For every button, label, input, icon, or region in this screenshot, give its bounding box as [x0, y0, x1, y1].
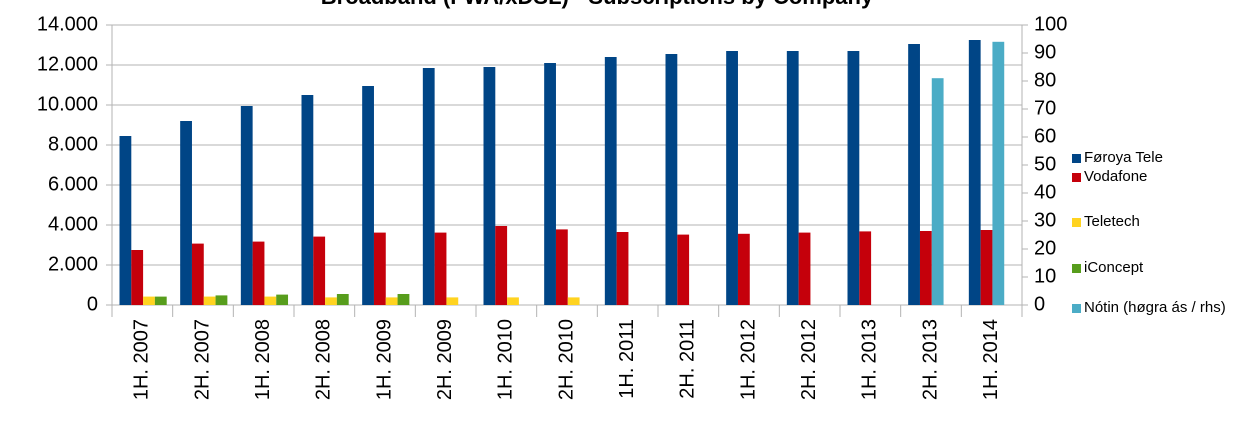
y-tick-label: 12.000: [37, 53, 98, 75]
bar: [980, 230, 993, 305]
y2-tick-label: 20: [1034, 237, 1056, 259]
bar: [313, 236, 326, 305]
bar: [191, 243, 204, 305]
y2-tick-label: 40: [1034, 181, 1056, 203]
bar: [567, 297, 580, 305]
legend-item: iConcept: [1072, 259, 1237, 277]
legend-swatch: [1072, 173, 1081, 182]
bar: [276, 294, 289, 305]
legend-item: Nótin (høgra ás / rhs): [1072, 299, 1237, 317]
bar: [483, 67, 496, 305]
y-tick-label: 2.000: [48, 253, 98, 275]
bar: [336, 294, 349, 305]
y2-tick-label: 10: [1034, 265, 1056, 287]
bar: [555, 229, 568, 305]
x-tick-label: 2H. 2011: [677, 319, 699, 399]
legend-item: Vodafone: [1072, 168, 1237, 186]
bar: [992, 41, 1005, 306]
bar: [215, 295, 228, 305]
bar: [859, 231, 872, 305]
bar: [544, 63, 556, 305]
bar: [931, 78, 944, 305]
bar: [252, 241, 265, 305]
y-tick-label: 0: [87, 293, 98, 315]
bar: [434, 232, 447, 305]
bar: [264, 296, 277, 305]
y-tick-label: 8.000: [48, 133, 98, 155]
bar: [968, 40, 981, 305]
y-tick-label: 14.000: [37, 13, 98, 35]
bar: [180, 121, 192, 305]
bar: [495, 226, 508, 305]
bar: [131, 250, 144, 305]
bar: [919, 231, 932, 305]
legend-label: Nótin (høgra ás / rhs): [1084, 299, 1226, 316]
legend-swatch: [1072, 264, 1081, 273]
bar: [397, 294, 410, 305]
x-tick-label: 2H. 2012: [798, 319, 820, 400]
bar: [726, 51, 738, 305]
bar: [301, 95, 314, 305]
x-tick-label: 2H. 2007: [191, 319, 213, 400]
bar: [240, 106, 253, 305]
y2-tick-label: 60: [1034, 125, 1056, 147]
chart-title: Broadband (FWA/xDSL) - Subscriptions by …: [321, 0, 874, 9]
legend-label: Føroya Tele: [1084, 149, 1163, 166]
bar: [143, 296, 155, 305]
bar: [737, 233, 750, 305]
bar: [665, 54, 678, 305]
legend-swatch: [1072, 304, 1081, 313]
legend-item: Føroya Tele: [1072, 149, 1237, 167]
x-tick-label: 2H. 2008: [313, 319, 335, 400]
bar: [798, 232, 811, 305]
y2-tick-label: 100: [1034, 13, 1067, 35]
legend-item: Teletech: [1072, 213, 1237, 231]
x-tick-label: 1H. 2009: [373, 319, 395, 400]
y-tick-label: 4.000: [48, 213, 98, 235]
x-tick-label: 1H. 2011: [616, 319, 638, 399]
bar: [616, 232, 629, 305]
x-tick-label: 1H. 2013: [859, 319, 881, 400]
bar: [786, 51, 799, 305]
bar: [847, 51, 860, 305]
bar: [362, 86, 374, 305]
y-tick-label: 6.000: [48, 173, 98, 195]
y2-tick-label: 80: [1034, 69, 1056, 91]
bar: [385, 297, 398, 305]
x-tick-label: 2H. 2013: [919, 319, 941, 400]
bar: [677, 234, 690, 305]
x-tick-label: 1H. 2010: [495, 319, 517, 400]
y2-tick-label: 70: [1034, 97, 1056, 119]
bar: [373, 232, 386, 305]
bar: [507, 297, 519, 305]
legend-label: iConcept: [1084, 259, 1144, 276]
x-tick-label: 1H. 2007: [131, 319, 153, 400]
y2-tick-label: 30: [1034, 209, 1056, 231]
x-tick-label: 2H. 2010: [555, 319, 577, 400]
legend-label: Teletech: [1084, 213, 1140, 230]
x-tick-label: 1H. 2012: [737, 319, 759, 400]
bar: [325, 297, 337, 305]
bar: [203, 296, 216, 305]
y-tick-label: 10.000: [37, 93, 98, 115]
bar: [422, 68, 435, 305]
y2-tick-label: 0: [1034, 293, 1045, 315]
x-tick-label: 2H. 2009: [434, 319, 456, 400]
legend-label: Vodafone: [1084, 168, 1148, 185]
x-tick-label: 1H. 2008: [252, 319, 274, 400]
y2-tick-label: 50: [1034, 153, 1056, 175]
legend-swatch: [1072, 154, 1081, 163]
y2-tick-label: 90: [1034, 41, 1056, 63]
bar: [604, 57, 617, 305]
legend-swatch: [1072, 218, 1081, 227]
bar: [119, 136, 132, 305]
bar: [446, 297, 459, 305]
bar: [908, 44, 920, 305]
x-tick-label: 1H. 2014: [980, 319, 1002, 400]
bar: [154, 296, 167, 305]
